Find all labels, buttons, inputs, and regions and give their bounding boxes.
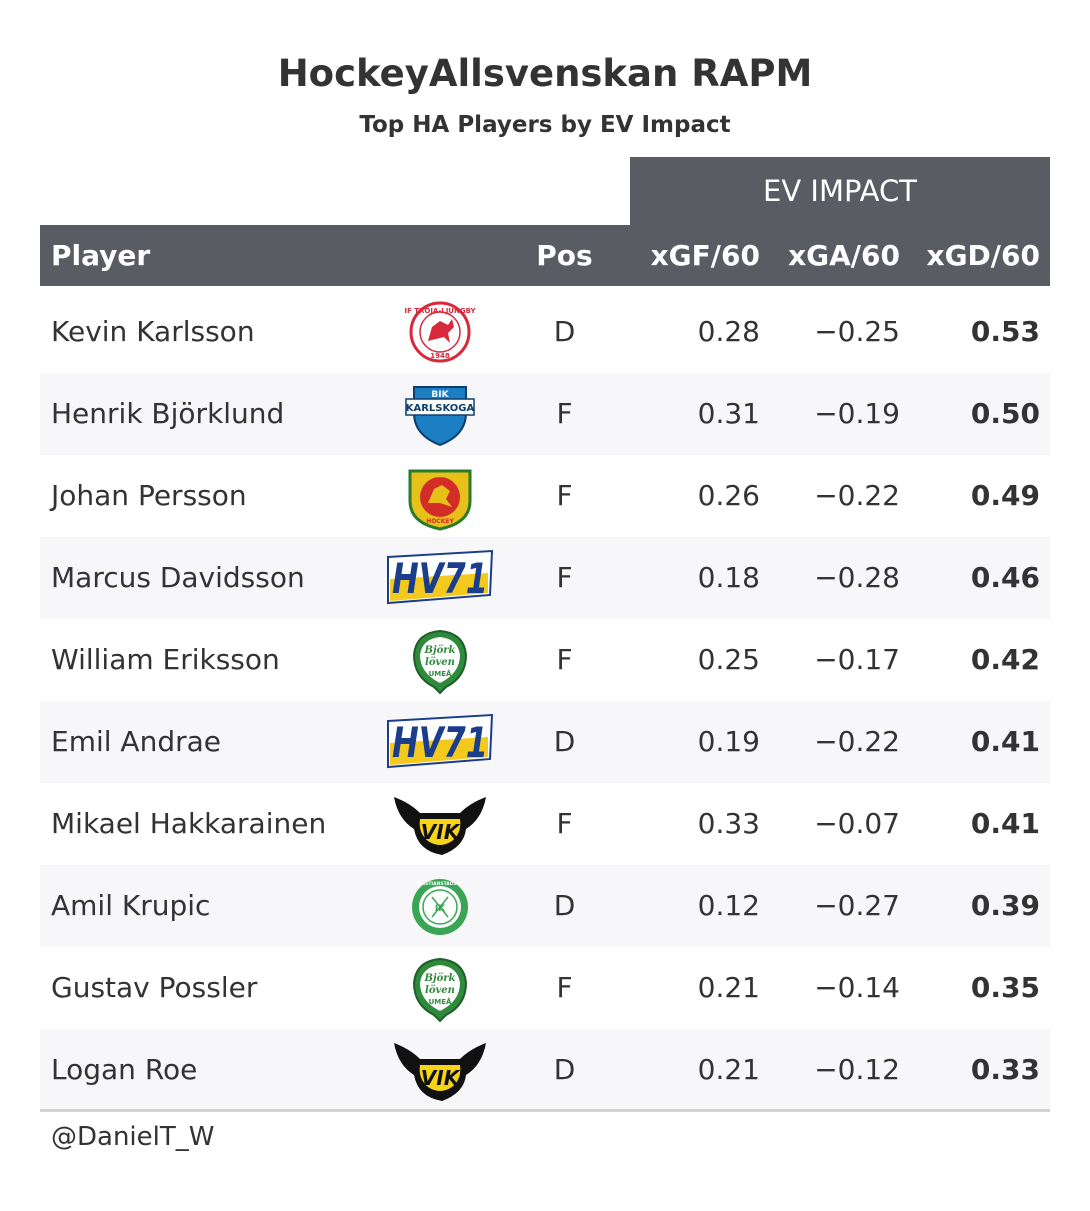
sodertalje-logo: HOCKEY bbox=[380, 455, 500, 537]
header-player: Player bbox=[51, 239, 151, 272]
xga-cell: −0.14 bbox=[814, 971, 900, 1004]
svg-text:UMEÅ: UMEÅ bbox=[429, 997, 452, 1006]
xgd-cell: 0.46 bbox=[970, 561, 1040, 594]
xga-cell: −0.25 bbox=[814, 315, 900, 348]
bjorkloven-logo: Björk löven UMEÅ bbox=[380, 619, 500, 701]
position-cell: F bbox=[556, 807, 573, 840]
svg-text:Björk: Björk bbox=[424, 645, 456, 656]
xgf-cell: 0.18 bbox=[697, 561, 760, 594]
xgf-cell: 0.12 bbox=[697, 889, 760, 922]
svg-text:Björk: Björk bbox=[424, 973, 456, 984]
position-cell: F bbox=[556, 479, 573, 512]
player-name: Logan Roe bbox=[51, 1053, 198, 1086]
xga-cell: −0.28 bbox=[814, 561, 900, 594]
svg-text:KARLSKOGA: KARLSKOGA bbox=[406, 403, 475, 414]
table-row: Johan Persson HOCKEY F 0.26 −0.22 0.49 bbox=[40, 455, 1050, 537]
xgf-cell: 0.25 bbox=[697, 643, 760, 676]
bjorkloven-logo: Björk löven UMEÅ bbox=[380, 947, 500, 1029]
table-row: Marcus Davidsson HV71 F 0.18 −0.28 0.46 bbox=[40, 537, 1050, 619]
xga-cell: −0.17 bbox=[814, 643, 900, 676]
position-cell: D bbox=[553, 889, 576, 922]
credit-text: @DanielT_W bbox=[51, 1122, 215, 1152]
xgd-cell: 0.49 bbox=[970, 479, 1040, 512]
player-name: Marcus Davidsson bbox=[51, 561, 305, 594]
xgd-cell: 0.35 bbox=[970, 971, 1040, 1004]
table-row: Logan Roe VIK D 0.21 −0.12 0.33 bbox=[40, 1029, 1050, 1111]
svg-text:KRISTIANSTADS IK: KRISTIANSTADS IK bbox=[416, 881, 464, 887]
xga-cell: −0.22 bbox=[814, 725, 900, 758]
vik-vasteras-logo: VIK bbox=[380, 783, 500, 865]
xgf-cell: 0.21 bbox=[697, 971, 760, 1004]
svg-text:VIK: VIK bbox=[421, 820, 461, 844]
table-title: HockeyAllsvenskan RAPM bbox=[277, 52, 813, 95]
header-xga: xGA/60 bbox=[788, 239, 900, 272]
svg-text:VIK: VIK bbox=[421, 1066, 461, 1090]
table-row: Kevin Karlsson IF TROJA-LJUNGBY 1948 D 0.… bbox=[40, 291, 1050, 373]
xgf-cell: 0.33 bbox=[697, 807, 760, 840]
table-row: Mikael Hakkarainen VIK F 0.33 −0.07 0.41 bbox=[40, 783, 1050, 865]
xga-cell: −0.12 bbox=[814, 1053, 900, 1086]
svg-text:IF TROJA-LJUNGBY: IF TROJA-LJUNGBY bbox=[404, 307, 476, 315]
player-name: Henrik Björklund bbox=[51, 397, 285, 430]
ev-impact-spanner: EV IMPACT bbox=[630, 157, 1050, 225]
position-cell: F bbox=[556, 561, 573, 594]
bik-karlskoga-logo: BIK KARLSKOGA bbox=[380, 373, 500, 455]
xgd-cell: 0.41 bbox=[970, 807, 1040, 840]
xgd-cell: 0.39 bbox=[970, 889, 1040, 922]
hv71-logo: HV71 bbox=[380, 537, 500, 619]
xgd-cell: 0.41 bbox=[970, 725, 1040, 758]
xgf-cell: 0.26 bbox=[697, 479, 760, 512]
table-row: Henrik Björklund BIK KARLSKOGA F 0.31 −0.1… bbox=[40, 373, 1050, 455]
svg-text:löven: löven bbox=[425, 657, 455, 668]
hv71-logo: HV71 bbox=[380, 701, 500, 783]
xga-cell: −0.19 bbox=[814, 397, 900, 430]
xgf-cell: 0.31 bbox=[697, 397, 760, 430]
table-row: Gustav Possler Björk löven UMEÅ F 0.21 −0.… bbox=[40, 947, 1050, 1029]
table-row: Amil Krupic IK KRISTIANSTADS IK D 0.12 −0.… bbox=[40, 865, 1050, 947]
xgd-cell: 0.50 bbox=[970, 397, 1040, 430]
xgf-cell: 0.19 bbox=[697, 725, 760, 758]
svg-text:IK: IK bbox=[435, 904, 446, 914]
position-cell: F bbox=[556, 643, 573, 676]
svg-text:BIK: BIK bbox=[431, 390, 449, 400]
xgd-cell: 0.53 bbox=[970, 315, 1040, 348]
troja-ljungby-logo: IF TROJA-LJUNGBY 1948 bbox=[380, 291, 500, 373]
player-name: Johan Persson bbox=[51, 479, 247, 512]
header-pos: Pos bbox=[536, 239, 593, 272]
xga-cell: −0.22 bbox=[814, 479, 900, 512]
position-cell: F bbox=[556, 971, 573, 1004]
player-name: Kevin Karlsson bbox=[51, 315, 255, 348]
header-xgf: xGF/60 bbox=[650, 239, 760, 272]
table-row: Emil Andrae HV71 D 0.19 −0.22 0.41 bbox=[40, 701, 1050, 783]
svg-text:1948: 1948 bbox=[430, 352, 450, 360]
kristianstad-logo: IK KRISTIANSTADS IK bbox=[380, 865, 500, 947]
position-cell: D bbox=[553, 315, 576, 348]
xgd-cell: 0.42 bbox=[970, 643, 1040, 676]
player-name: William Eriksson bbox=[51, 643, 280, 676]
header-xgd: xGD/60 bbox=[926, 239, 1040, 272]
table-header: Player Pos xGF/60 xGA/60 xGD/60 bbox=[40, 225, 1050, 286]
svg-text:UMEÅ: UMEÅ bbox=[429, 669, 452, 678]
table-row: William Eriksson Björk löven UMEÅ F 0.25 −… bbox=[40, 619, 1050, 701]
player-name: Emil Andrae bbox=[51, 725, 221, 758]
player-name: Amil Krupic bbox=[51, 889, 211, 922]
svg-text:löven: löven bbox=[425, 985, 455, 996]
svg-text:HV71: HV71 bbox=[392, 554, 488, 603]
bottom-rule bbox=[40, 1109, 1050, 1112]
xgd-cell: 0.33 bbox=[970, 1053, 1040, 1086]
player-name: Gustav Possler bbox=[51, 971, 258, 1004]
position-cell: D bbox=[553, 725, 576, 758]
xgf-cell: 0.28 bbox=[697, 315, 760, 348]
position-cell: D bbox=[553, 1053, 576, 1086]
xga-cell: −0.07 bbox=[814, 807, 900, 840]
player-name: Mikael Hakkarainen bbox=[51, 807, 327, 840]
vik-vasteras-logo: VIK bbox=[380, 1029, 500, 1111]
table-subtitle: Top HA Players by EV Impact bbox=[359, 112, 731, 138]
xga-cell: −0.27 bbox=[814, 889, 900, 922]
svg-text:HV71: HV71 bbox=[392, 718, 488, 767]
position-cell: F bbox=[556, 397, 573, 430]
xgf-cell: 0.21 bbox=[697, 1053, 760, 1086]
svg-text:HOCKEY: HOCKEY bbox=[426, 518, 454, 525]
